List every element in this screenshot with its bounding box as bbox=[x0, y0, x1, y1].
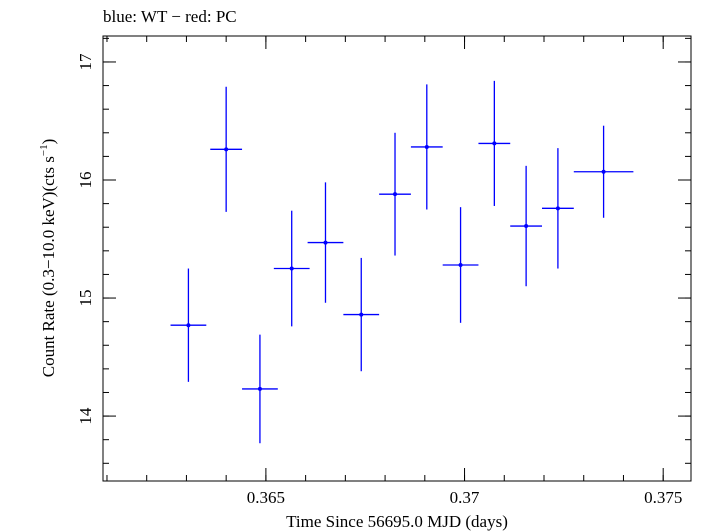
y-tick-label: 14 bbox=[76, 407, 95, 425]
data-series bbox=[170, 80, 634, 444]
point-marker bbox=[323, 240, 328, 245]
data-point bbox=[242, 334, 278, 444]
y-axis-label-close: ) bbox=[39, 139, 58, 145]
point-marker bbox=[555, 206, 560, 211]
y-axis-label: Count Rate (0.3−10.0 keV)(cts s−1) bbox=[38, 139, 58, 378]
data-point bbox=[542, 148, 574, 269]
y-axis-label-exponent: −1 bbox=[38, 144, 50, 156]
point-marker bbox=[224, 147, 229, 152]
data-point bbox=[170, 268, 207, 382]
data-point bbox=[573, 125, 634, 218]
data-point bbox=[210, 86, 243, 212]
data-point bbox=[307, 182, 344, 303]
x-axis-label: Time Since 56695.0 MJD (days) bbox=[286, 512, 508, 531]
x-tick-label: 0.37 bbox=[450, 488, 480, 507]
y-tick-label: 15 bbox=[76, 290, 95, 307]
point-marker bbox=[424, 144, 429, 149]
data-point bbox=[273, 210, 310, 327]
data-point bbox=[478, 80, 511, 206]
point-marker bbox=[601, 169, 606, 174]
plot-frame bbox=[102, 35, 692, 482]
point-marker bbox=[257, 386, 262, 391]
point-marker bbox=[186, 323, 191, 328]
chart-title: blue: WT − red: PC bbox=[103, 7, 237, 26]
data-point bbox=[510, 165, 543, 287]
axis-tick-labels: 0.365 0.37 0.375 14 15 16 17 bbox=[76, 53, 682, 507]
axis-ticks bbox=[103, 36, 691, 481]
point-marker bbox=[492, 141, 497, 146]
point-marker bbox=[359, 312, 364, 317]
point-marker bbox=[393, 192, 398, 197]
y-tick-label: 16 bbox=[76, 172, 95, 189]
y-axis-label-main: Count Rate (0.3−10.0 keV)(cts s bbox=[39, 156, 58, 377]
y-tick-label: 17 bbox=[76, 53, 95, 71]
point-marker bbox=[458, 262, 463, 267]
x-tick-label: 0.365 bbox=[247, 488, 285, 507]
data-point bbox=[410, 84, 443, 210]
x-tick-label: 0.375 bbox=[644, 488, 682, 507]
data-point bbox=[442, 207, 479, 323]
point-marker bbox=[289, 266, 294, 271]
point-marker bbox=[524, 224, 529, 229]
data-point bbox=[379, 132, 411, 256]
data-point bbox=[343, 257, 380, 372]
